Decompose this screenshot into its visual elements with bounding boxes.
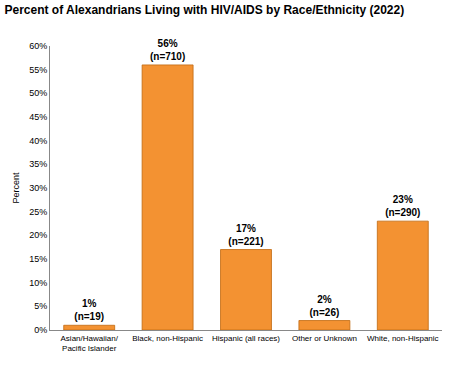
svg-text:0%: 0% bbox=[34, 325, 47, 335]
svg-text:30%: 30% bbox=[29, 183, 47, 193]
svg-text:5%: 5% bbox=[34, 301, 47, 311]
svg-text:50%: 50% bbox=[29, 88, 47, 98]
svg-text:60%: 60% bbox=[29, 41, 47, 51]
svg-text:45%: 45% bbox=[29, 112, 47, 122]
svg-text:Black, non-Hispanic: Black, non-Hispanic bbox=[132, 334, 203, 343]
svg-text:Percent of Alexandrians Living: Percent of Alexandrians Living with HIV/… bbox=[5, 3, 405, 17]
svg-text:55%: 55% bbox=[29, 65, 47, 75]
svg-text:56%(n=710): 56%(n=710) bbox=[150, 38, 185, 62]
svg-text:Hispanic (all races): Hispanic (all races) bbox=[212, 334, 280, 343]
svg-text:20%: 20% bbox=[29, 230, 47, 240]
svg-text:23%(n=290): 23%(n=290) bbox=[385, 194, 420, 218]
svg-text:10%: 10% bbox=[29, 278, 47, 288]
svg-text:40%: 40% bbox=[29, 136, 47, 146]
svg-text:25%: 25% bbox=[29, 207, 47, 217]
svg-text:17%(n=221): 17%(n=221) bbox=[228, 223, 263, 247]
svg-text:Other or Unknown: Other or Unknown bbox=[292, 334, 357, 343]
svg-text:Percent: Percent bbox=[11, 172, 21, 204]
svg-text:2%(n=26): 2%(n=26) bbox=[310, 294, 340, 318]
svg-text:35%: 35% bbox=[29, 159, 47, 169]
svg-text:White, non-Hispanic: White, non-Hispanic bbox=[367, 334, 439, 343]
svg-text:1%(n=19): 1%(n=19) bbox=[74, 298, 104, 322]
svg-text:15%: 15% bbox=[29, 254, 47, 264]
svg-text:Asian/Hawaiian/Pacific Islande: Asian/Hawaiian/Pacific Islander bbox=[61, 334, 119, 353]
